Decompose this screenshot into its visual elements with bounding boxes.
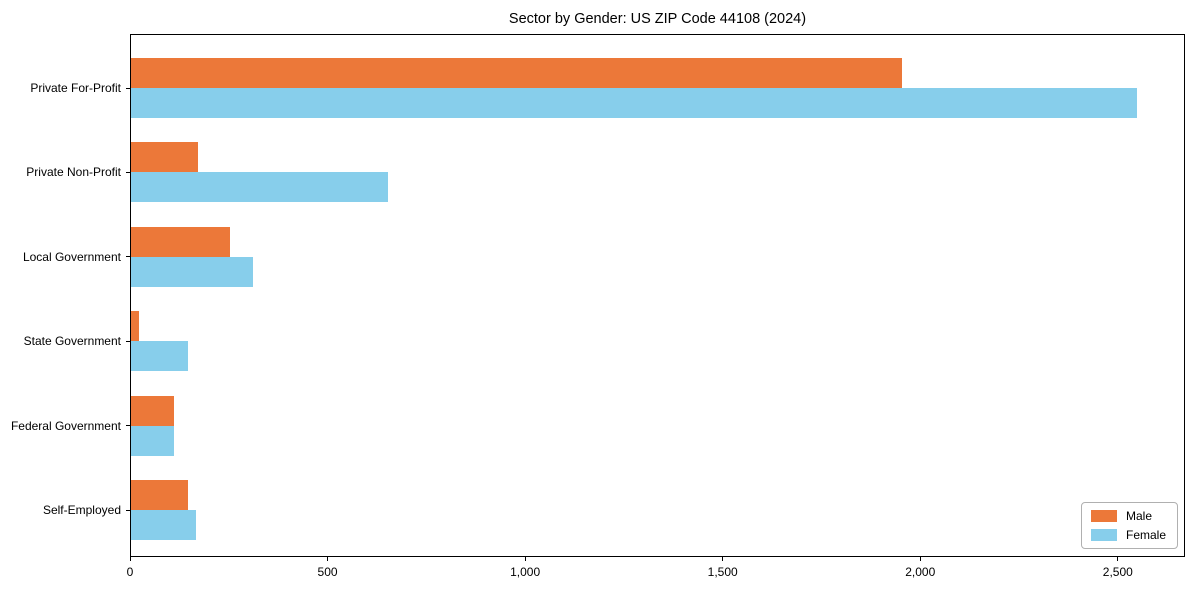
x-axis-tick-label: 1,500 (707, 565, 738, 579)
x-axis-tick-label: 2,000 (905, 565, 936, 579)
bar-female-5 (131, 510, 197, 540)
x-axis-tick (129, 557, 131, 561)
legend-item-male: Male (1090, 509, 1166, 523)
bar-female-4 (131, 425, 174, 456)
x-axis-tick-label: 500 (317, 565, 338, 579)
y-axis-tick (126, 256, 130, 258)
x-axis-tick-label: 2,500 (1102, 565, 1133, 579)
y-axis-tick (126, 87, 130, 89)
x-axis-tick (1117, 557, 1119, 561)
bar-male-2 (131, 226, 230, 257)
y-axis-category-label: Federal Government (10, 418, 121, 433)
x-axis-tick (919, 557, 921, 561)
bar-male-3 (131, 311, 139, 342)
y-axis-category-label: Private For-Profit (30, 81, 121, 95)
y-axis-tick (126, 340, 130, 342)
y-axis-category-label: Self-Employed (42, 503, 121, 517)
legend-swatch-male (1090, 510, 1117, 522)
x-axis-tick (327, 557, 329, 561)
legend-label-male: Male (1125, 509, 1152, 523)
y-axis-category-label: Private Non-Profit (26, 165, 121, 180)
legend-swatch-female (1090, 529, 1117, 541)
chart-title: Sector by Gender: US ZIP Code 44108 (202… (508, 11, 807, 27)
bar-female-1 (131, 172, 388, 203)
x-axis-tick-label: 1,000 (510, 565, 541, 579)
bar-female-3 (131, 341, 189, 372)
bar-male-5 (131, 480, 189, 510)
y-axis-tick (126, 171, 130, 173)
bar-male-1 (131, 142, 199, 173)
y-axis-tick (126, 509, 130, 511)
y-axis-category-label: State Government (23, 334, 121, 349)
legend-item-female: Female (1090, 528, 1166, 542)
x-axis-tick-label: 0 (126, 565, 134, 579)
plot-area (130, 34, 1185, 557)
legend-label-female: Female (1125, 528, 1166, 542)
x-axis-tick (722, 557, 724, 561)
legend: Male Female (1080, 502, 1178, 549)
bar-male-0 (131, 58, 902, 88)
bar-male-4 (131, 395, 175, 426)
y-axis-tick (126, 425, 130, 427)
bar-female-2 (131, 256, 254, 287)
bar-female-0 (131, 88, 1137, 118)
x-axis-tick (524, 557, 526, 561)
y-axis-category-label: Local Government (22, 249, 121, 264)
